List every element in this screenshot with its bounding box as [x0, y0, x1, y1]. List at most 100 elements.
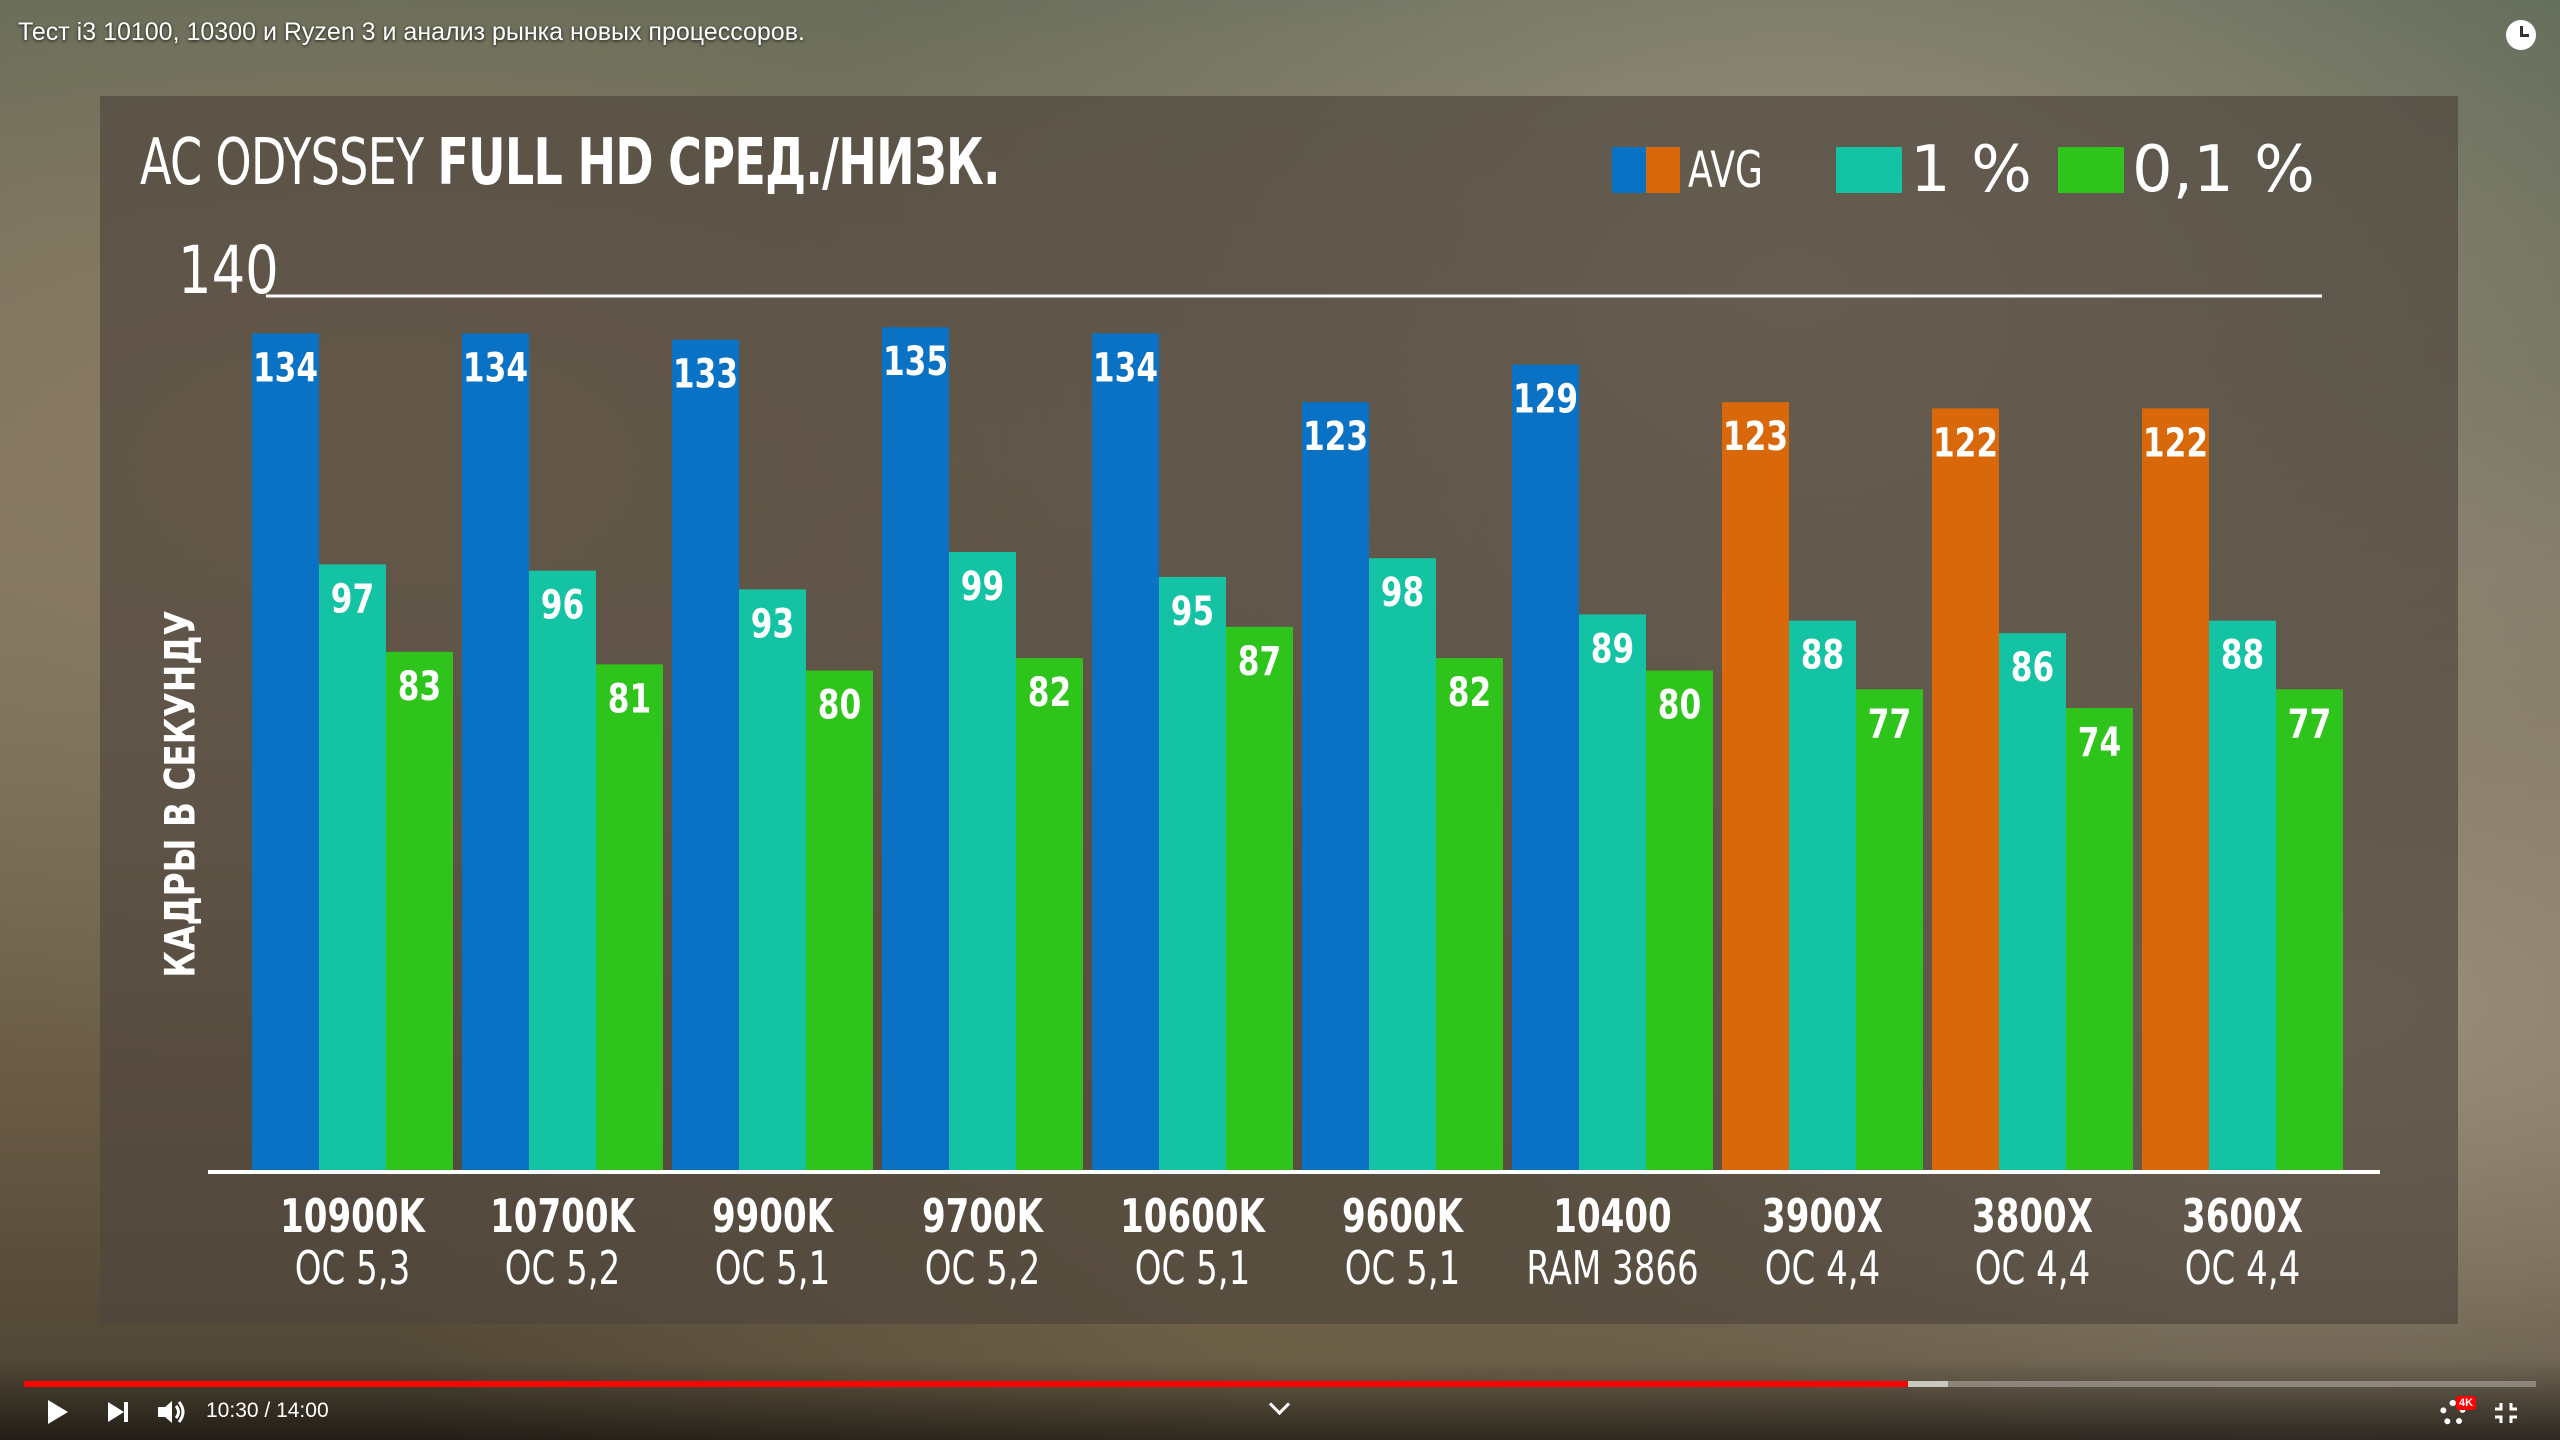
- bar-9600k-s2: [1436, 658, 1503, 1170]
- video-title[interactable]: Тест i3 10100, 10300 и Ryzen 3 и анализ …: [18, 18, 805, 46]
- bar-3800x-s2: [2066, 708, 2133, 1170]
- bar-10900k-s0: [252, 333, 319, 1170]
- category-label-sub: OC 5,1: [715, 1241, 830, 1296]
- category-label-name: 3800X: [1972, 1189, 2093, 1244]
- bar-value-label: 97: [331, 577, 374, 623]
- category-label-name: 9600K: [1342, 1189, 1464, 1244]
- legend-label-01pct: 0,1 %: [2132, 133, 2315, 207]
- category-label-sub: OC 5,2: [925, 1241, 1040, 1296]
- volume-icon[interactable]: [156, 1399, 186, 1425]
- bar-value-label: 123: [1723, 414, 1788, 460]
- bar-3600x-s1: [2209, 620, 2276, 1170]
- category-label-sub: OC 4,4: [2185, 1241, 2300, 1296]
- bar-3900x-s0: [1722, 402, 1789, 1171]
- bar-value-label: 93: [751, 602, 794, 648]
- bar-value-label: 80: [818, 683, 861, 729]
- bar-value-label: 81: [608, 677, 651, 723]
- chart-title-settings: FULL HD СРЕД./НИЗК.: [437, 126, 1000, 200]
- time-total: 14:00: [276, 1399, 329, 1422]
- category-label-name: 3600X: [2182, 1189, 2303, 1244]
- time-display: 10:30 / 14:00: [206, 1399, 329, 1422]
- bar-value-label: 122: [1933, 421, 1998, 467]
- bar-9900k-s0: [672, 339, 739, 1170]
- bar-value-label: 83: [398, 664, 441, 710]
- time-current: 10:30: [206, 1399, 259, 1422]
- legend-swatch-avg-intel: [1612, 147, 1646, 193]
- bar-value-label: 88: [2221, 633, 2264, 679]
- legend-swatch-avg-amd: [1646, 147, 1680, 193]
- category-label-name: 10600K: [1120, 1189, 1266, 1244]
- legend-label-1pct: 1 %: [1910, 133, 2032, 207]
- bar-value-label: 134: [1093, 346, 1158, 392]
- category-label-name: 10700K: [490, 1189, 636, 1244]
- bar-10600k-s0: [1092, 333, 1159, 1170]
- bar-value-label: 82: [1028, 670, 1071, 716]
- bar-value-label: 122: [2143, 421, 2208, 467]
- bar-9900k-s2: [806, 670, 873, 1170]
- bar-3800x-s0: [1932, 408, 1999, 1170]
- bar-10600k-s2: [1226, 626, 1293, 1170]
- bar-value-label: 88: [1801, 633, 1844, 679]
- bar-value-label: 77: [2288, 702, 2331, 748]
- bar-value-label: 99: [961, 564, 1004, 610]
- bar-value-label: 96: [541, 583, 584, 629]
- bar-10400-s2: [1646, 670, 1713, 1170]
- category-label-sub: OC 4,4: [1765, 1241, 1880, 1296]
- progress-bar[interactable]: [24, 1381, 2536, 1387]
- bar-3800x-s1: [1999, 633, 2066, 1170]
- next-video-icon[interactable]: [108, 1402, 128, 1422]
- bar-value-label: 134: [253, 346, 318, 392]
- bar-value-label: 135: [883, 340, 948, 386]
- quality-badge: 4K: [2456, 1396, 2477, 1410]
- bar-value-label: 77: [1868, 702, 1911, 748]
- category-label-sub: OC 5,1: [1135, 1241, 1250, 1296]
- bar-3900x-s1: [1789, 620, 1856, 1170]
- bar-9900k-s1: [739, 589, 806, 1170]
- bar-10400-s0: [1512, 364, 1579, 1171]
- bar-value-label: 123: [1303, 414, 1368, 460]
- bar-value-label: 86: [2011, 645, 2054, 691]
- category-label-sub: OC 5,1: [1345, 1241, 1460, 1296]
- legend-swatch-01pct: [2058, 147, 2124, 193]
- chart-title: AC ODYSSEY FULL HD СРЕД./НИЗК.: [140, 126, 1000, 200]
- bar-10900k-s2: [386, 651, 453, 1170]
- bar-10600k-s1: [1159, 576, 1226, 1170]
- category-label-sub: OC 5,3: [295, 1241, 410, 1296]
- bars-group: 134 97 83 134 96 81 133 93 80 135 99 82 134 95 87 123 98…: [252, 327, 2343, 1171]
- bar-value-label: 89: [1591, 627, 1634, 673]
- settings-gear-icon[interactable]: [2440, 1400, 2466, 1426]
- bar-10700k-s2: [596, 664, 663, 1170]
- bar-9600k-s0: [1302, 402, 1369, 1171]
- legend-item-01pct: 0,1 %: [2058, 133, 2315, 207]
- bar-value-label: 133: [673, 352, 738, 398]
- category-label-name: 3900X: [1762, 1189, 1883, 1244]
- chart-title-game: AC ODYSSEY: [140, 126, 424, 200]
- bar-3900x-s2: [1856, 689, 1923, 1170]
- bar-value-label: 95: [1171, 589, 1214, 635]
- category-label-name: 9700K: [922, 1189, 1044, 1244]
- bar-9700k-s0: [882, 327, 949, 1170]
- exit-fullscreen-icon[interactable]: [2494, 1402, 2518, 1424]
- bar-value-label: 98: [1381, 571, 1424, 617]
- watch-later-icon[interactable]: [2506, 20, 2536, 50]
- bar-value-label: 87: [1238, 639, 1281, 685]
- category-label-name: 10900K: [280, 1189, 426, 1244]
- bar-10900k-s1: [319, 564, 386, 1170]
- y-tick-label-140: 140: [178, 232, 279, 309]
- bar-9700k-s1: [949, 551, 1016, 1170]
- play-icon[interactable]: [48, 1400, 68, 1424]
- category-label-sub: RAM 3866: [1526, 1241, 1698, 1296]
- bar-3600x-s0: [2142, 408, 2209, 1170]
- bar-value-label: 134: [463, 346, 528, 392]
- category-label-sub: OC 4,4: [1975, 1241, 2090, 1296]
- bar-3600x-s2: [2276, 689, 2343, 1170]
- bar-value-label: 74: [2078, 720, 2121, 766]
- bar-value-label: 80: [1658, 683, 1701, 729]
- legend-swatch-1pct: [1836, 147, 1902, 193]
- bar-value-label: 129: [1513, 377, 1578, 423]
- legend-label-avg: AVG: [1688, 141, 1763, 199]
- category-label-sub: OC 5,2: [505, 1241, 620, 1296]
- bar-chart: 134 97 83 134 96 81 133 93 80 135 99 82 134 95 87 123 98…: [252, 327, 2343, 1296]
- category-label-name: 9900K: [712, 1189, 834, 1244]
